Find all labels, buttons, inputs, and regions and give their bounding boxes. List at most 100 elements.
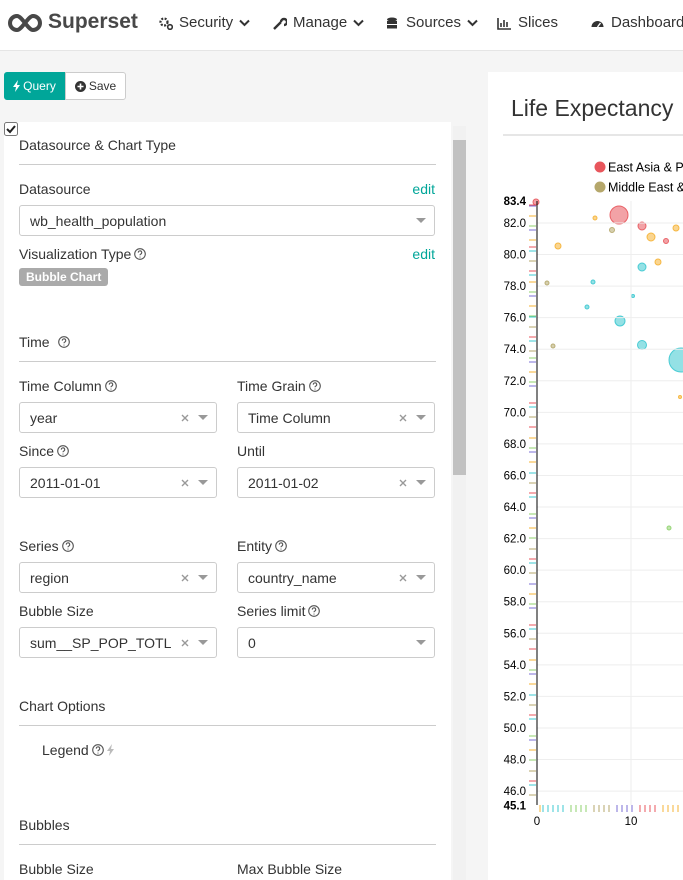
y-tick-label: 68.0 <box>504 439 526 451</box>
select-value: sum__SP_POP_TOTL <box>30 635 172 651</box>
bubbles <box>532 198 683 531</box>
chart-panel <box>488 72 683 880</box>
scrollbar-thumb[interactable] <box>453 140 466 475</box>
brand[interactable]: Superset <box>48 10 138 33</box>
select-value: 2011-01-02 <box>248 475 319 491</box>
bubble <box>550 343 556 349</box>
legend-swatch[interactable] <box>594 181 606 193</box>
x-tick-label: 0 <box>534 816 540 828</box>
field-label: Datasource <box>19 181 91 197</box>
nav-item[interactable]: Slices <box>497 14 558 31</box>
clear-icon <box>399 414 407 422</box>
chart: Life Expectancy East Asia & Pa Middle East… <box>503 95 683 828</box>
section-title: Time <box>19 334 70 350</box>
label-text: Legend <box>42 742 89 758</box>
bubble <box>609 227 615 233</box>
bubble <box>637 262 647 272</box>
section-rule <box>19 725 436 726</box>
edit-link[interactable]: edit <box>412 246 435 262</box>
bubble <box>637 340 647 350</box>
navbar: Superset <box>0 0 683 51</box>
field-label: Time Grain <box>237 378 321 394</box>
legend-label[interactable]: Middle East & <box>608 181 683 195</box>
field-label: Series limit <box>237 603 321 619</box>
bolt-icon <box>106 744 114 756</box>
field-label: Bubble Size <box>19 861 94 877</box>
nav-icon <box>497 17 511 30</box>
clear-icon <box>181 639 189 647</box>
field-label: Since <box>19 443 69 459</box>
select[interactable]: Time Column <box>237 402 435 433</box>
nav-label: Security <box>179 14 234 31</box>
legend-swatch[interactable] <box>594 161 606 173</box>
field-label: Series <box>19 538 74 554</box>
caret <box>416 575 426 580</box>
y-tick-label: 66.0 <box>504 470 526 482</box>
edit-link[interactable]: edit <box>412 181 435 197</box>
select[interactable]: region <box>19 562 217 593</box>
chevron <box>239 19 250 26</box>
select[interactable]: 0 <box>237 627 435 658</box>
label-text: Visualization Type <box>19 246 132 262</box>
select[interactable]: 2011-01-01 <box>19 467 217 498</box>
nav-label: Slices <box>518 14 559 31</box>
bubble <box>637 221 647 231</box>
y-tick-label: 72.0 <box>504 376 526 388</box>
legend-label[interactable]: East Asia & Pa <box>608 161 683 175</box>
bubble <box>590 279 596 285</box>
bubble <box>668 347 683 373</box>
y-tick-label: 56.0 <box>504 628 526 640</box>
y-tick-label: 45.1 <box>504 800 527 812</box>
select[interactable]: year <box>19 402 217 433</box>
bubble <box>609 205 629 225</box>
help-icon <box>134 248 147 260</box>
label-text: Entity <box>237 538 273 554</box>
label-text: Datasource <box>19 181 91 197</box>
label-text: Time Column <box>19 378 102 394</box>
query-button[interactable]: Query <box>4 72 65 100</box>
select[interactable]: wb_health_population <box>19 205 435 236</box>
save-button[interactable]: Save <box>65 72 126 100</box>
section-rule <box>19 844 436 845</box>
chevron <box>467 19 478 26</box>
select[interactable]: 2011-01-02 <box>237 467 435 498</box>
clear-icon <box>181 574 189 582</box>
help-icon <box>57 445 69 457</box>
help-icon <box>57 336 70 348</box>
nav-item[interactable]: Dashboards <box>590 14 683 31</box>
nav-item[interactable]: Manage <box>272 14 364 31</box>
y-tick-label: 48.0 <box>504 755 526 767</box>
y-tick-label: 80.0 <box>504 250 526 262</box>
nav-label: Sources <box>406 14 462 31</box>
nav-item[interactable]: Sources <box>385 14 478 31</box>
help-icon <box>308 380 321 392</box>
checkbox[interactable] <box>4 122 18 136</box>
label-text: Bubble Size <box>19 603 94 619</box>
label-text: Max Bubble Size <box>237 861 343 877</box>
bubble <box>678 395 682 399</box>
help-icon <box>91 744 104 756</box>
caret <box>198 575 208 580</box>
section-title: Chart Options <box>19 698 105 714</box>
bubble <box>592 215 598 221</box>
clear-icon <box>181 479 189 487</box>
field-label: Visualization Type <box>19 246 147 262</box>
nav-label: Manage <box>293 14 348 31</box>
bubble <box>544 280 550 286</box>
nav-icon <box>591 20 604 27</box>
label-text: Until <box>237 443 266 459</box>
y-tick-label: 78.0 <box>504 281 526 293</box>
select[interactable]: country_name <box>237 562 435 593</box>
viz-badge[interactable]: Bubble Chart <box>19 268 109 286</box>
help-icon <box>61 540 74 552</box>
nav-icon <box>273 17 287 30</box>
field-label: Until <box>237 443 265 459</box>
nav-item[interactable]: Security <box>158 14 250 31</box>
select-value: 0 <box>248 635 256 651</box>
caret <box>198 480 208 485</box>
y-tick-label: 52.0 <box>504 691 526 703</box>
section-title: Bubbles <box>19 817 70 833</box>
label-text: Bubble Size <box>19 861 94 877</box>
select[interactable]: sum__SP_POP_TOTL <box>19 627 217 658</box>
query-label: Query <box>23 79 56 93</box>
